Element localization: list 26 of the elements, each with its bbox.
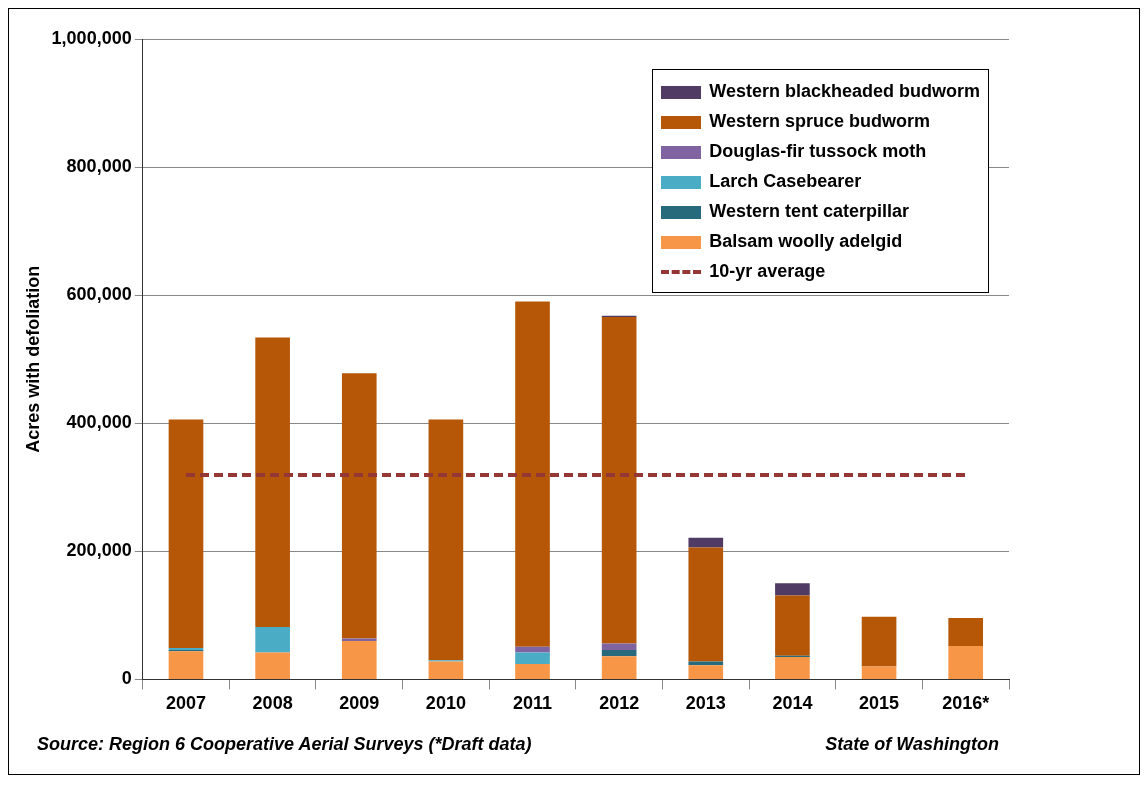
x-tick-label: 2008	[252, 693, 293, 714]
y-tick-label: 1,000,000	[51, 27, 132, 48]
x-tick-label: 2007	[165, 693, 207, 714]
x-tick-label: 2015	[859, 693, 900, 714]
y-tick-label: 400,000	[66, 412, 132, 433]
legend-label: Douglas-fir tussock moth	[709, 141, 927, 161]
x-tick-label: 2014	[772, 693, 813, 714]
x-tick-label: 2016*	[942, 693, 990, 714]
x-tick-label: 2012	[599, 693, 640, 714]
y-axis-title: Acres with defoliation	[22, 265, 43, 453]
text: State of Washington	[825, 734, 999, 755]
legend-label: 10-yr average	[709, 261, 826, 281]
x-tick-label: 2011	[512, 693, 553, 714]
legend-label: Western blackheaded budworm	[709, 81, 980, 101]
y-tick-label: 600,000	[66, 284, 132, 305]
x-tick-label: 2010	[425, 693, 466, 714]
legend-label: Western spruce budworm	[709, 111, 930, 131]
legend-label: Western tent caterpillar	[709, 201, 909, 221]
source-note: Source: Region 6 Cooperative Aerial Surveys (*Draft data)	[37, 734, 532, 755]
y-tick-label: 0	[121, 668, 132, 689]
x-tick-label: 2009	[339, 693, 380, 714]
y-tick-label: 800,000	[66, 156, 132, 177]
x-tick-label: 2013	[685, 693, 726, 714]
y-tick-label: 200,000	[66, 540, 132, 561]
legend-label: Larch Casebearer	[709, 171, 862, 191]
legend-label: Balsam woolly adelgid	[709, 231, 903, 251]
